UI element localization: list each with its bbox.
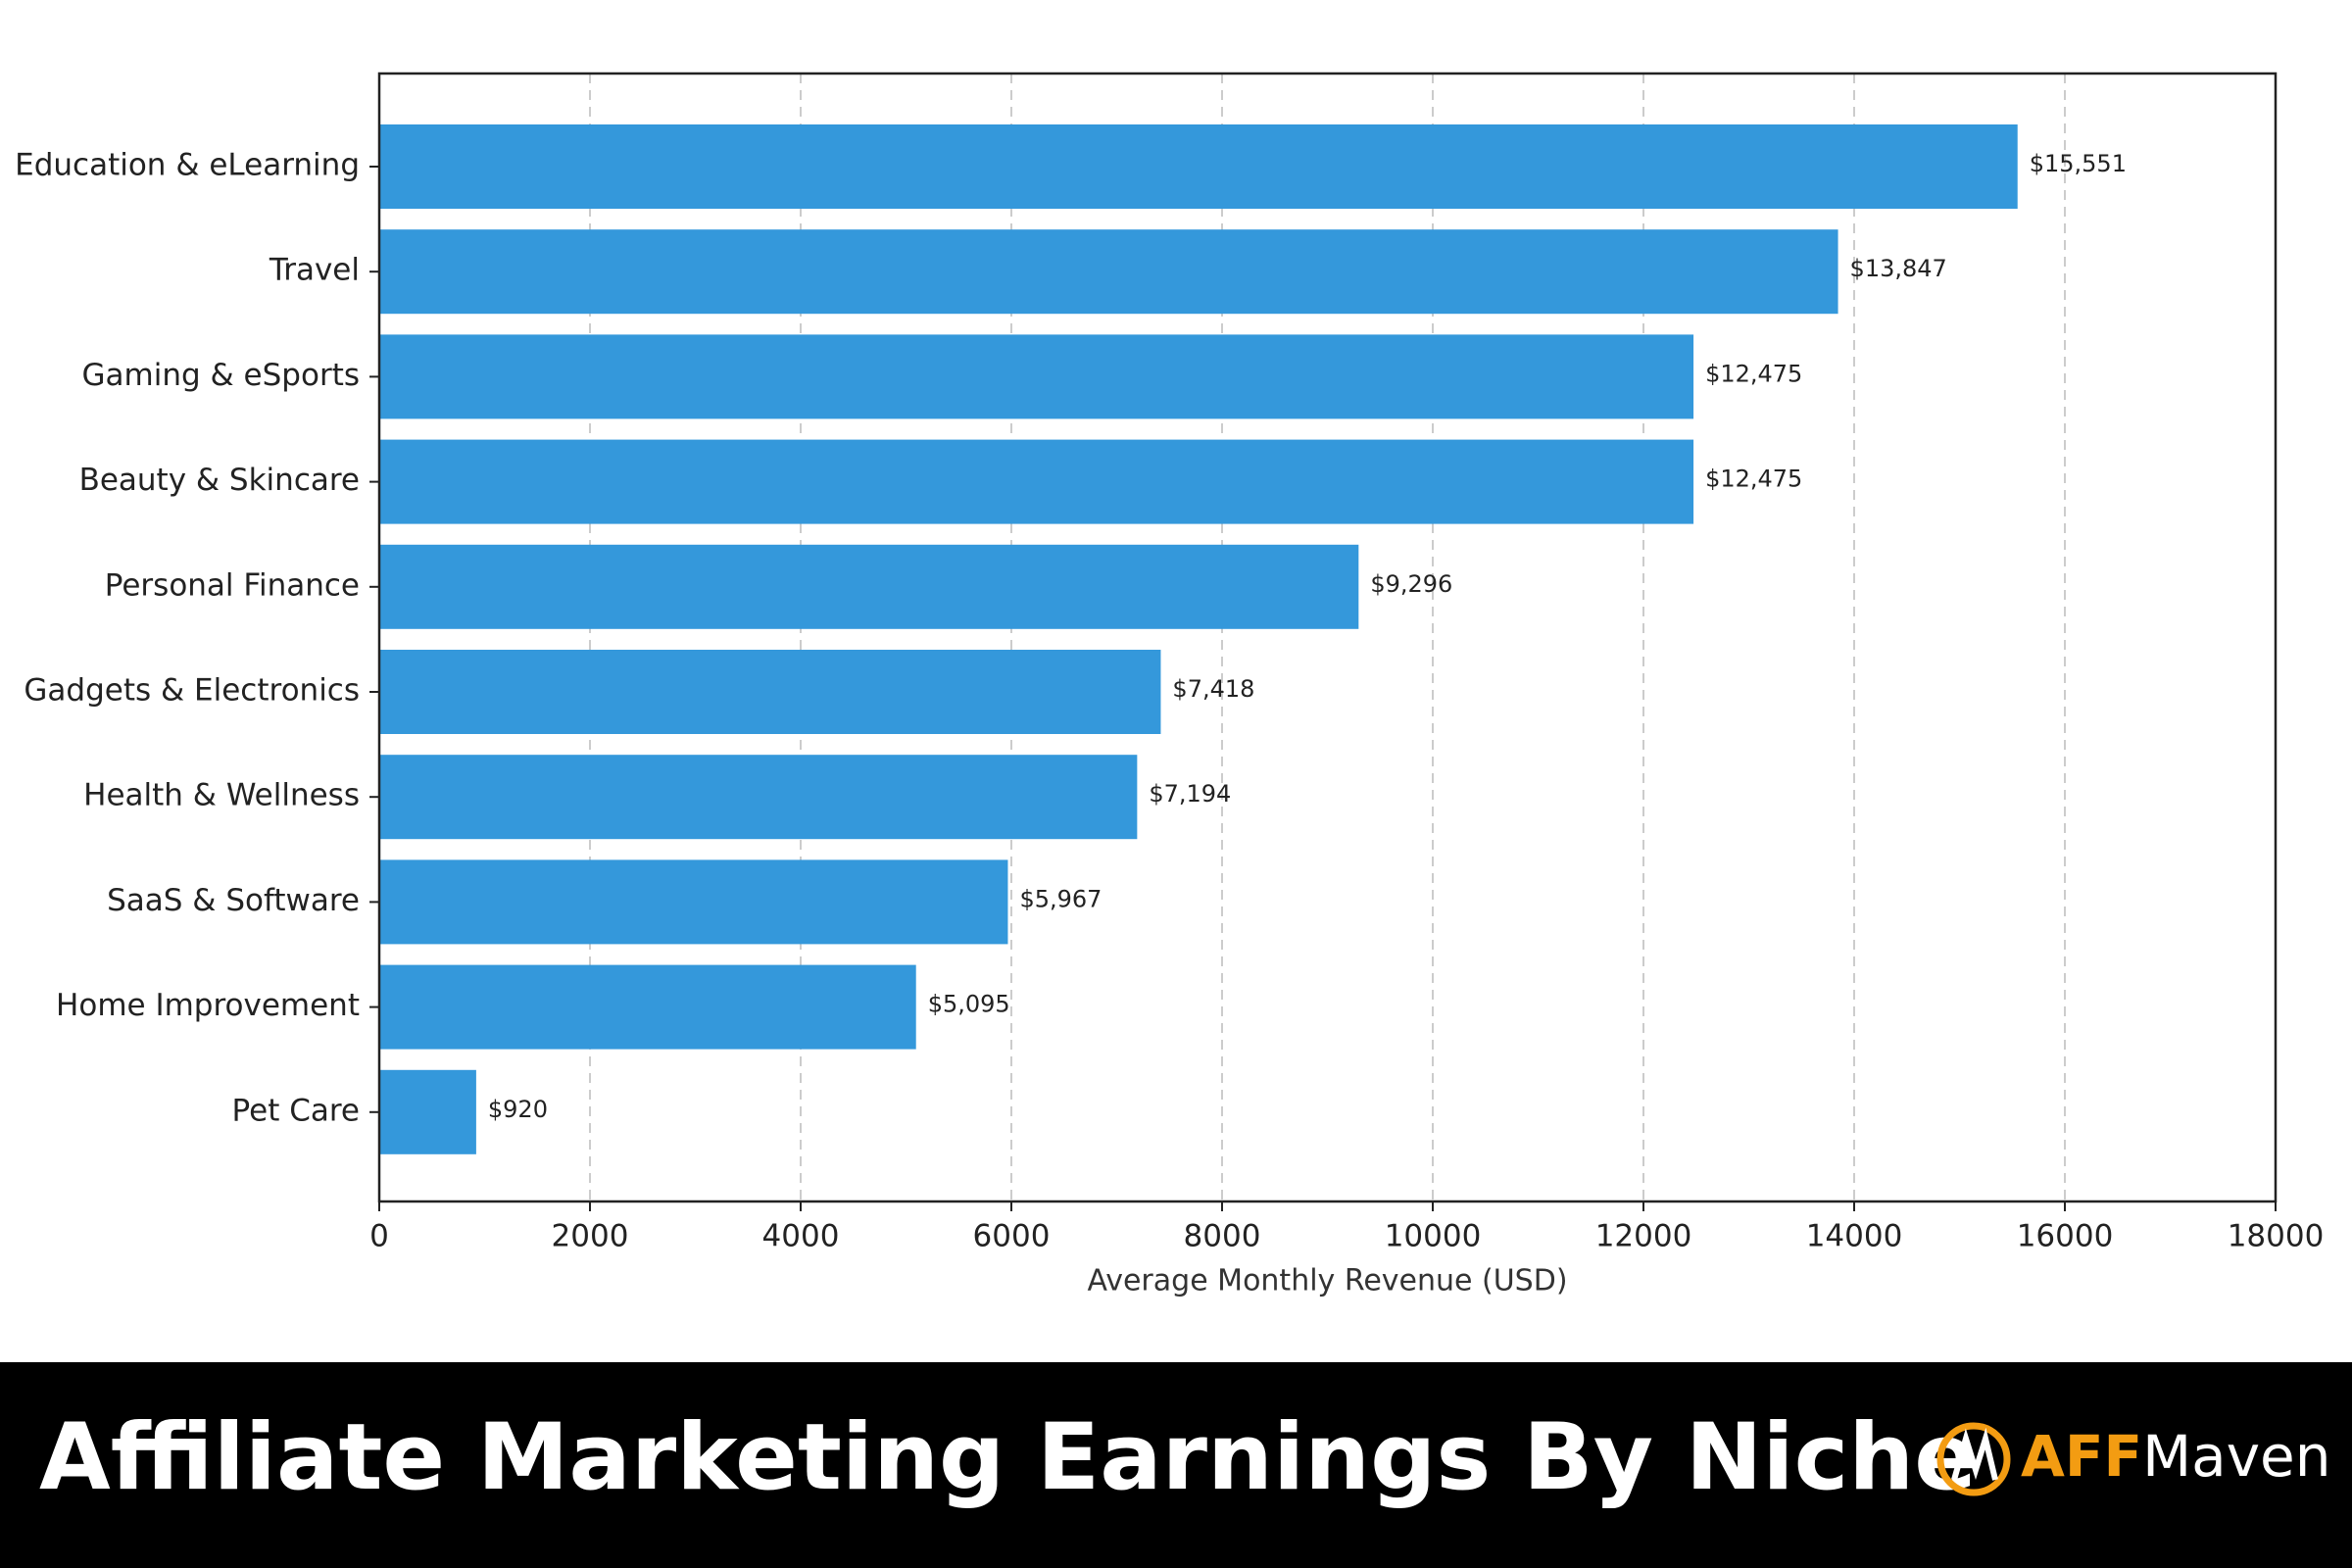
value-label: $13,847 [1850, 255, 1947, 282]
value-label: $7,418 [1172, 675, 1254, 703]
bar [379, 229, 1838, 315]
y-tick-label: Home Improvement [56, 988, 360, 1023]
value-label: $7,194 [1149, 780, 1231, 808]
logo-mark [1951, 1427, 1998, 1481]
bar [379, 650, 1161, 734]
bar [379, 1069, 476, 1154]
plot-frame [377, 72, 2278, 1203]
bar [379, 755, 1138, 840]
value-label: $15,551 [2030, 150, 2127, 177]
x-tick-label: 2000 [552, 1219, 629, 1254]
value-label: $5,095 [928, 991, 1010, 1018]
bar [379, 859, 1008, 945]
x-tick-label: 18000 [2228, 1219, 2325, 1254]
y-tick-label: Personal Finance [105, 567, 360, 603]
plot: 0 2000 4000 6000 8000 10000 12000 14000 16000 180… [15, 74, 2324, 1298]
x-axis-label: Average Monthly Revenue (USD) [1087, 1264, 1567, 1298]
x-tick-label: 8000 [1184, 1219, 1261, 1254]
chart-title: Affiliate Marketing Earnings By Niche [39, 1404, 1977, 1511]
y-tick-label: Health & Wellness [83, 778, 360, 813]
y-tick-label: Travel [269, 253, 360, 288]
y-tick-label: Gaming & eSports [82, 358, 360, 393]
bar [379, 544, 1359, 629]
value-label: $9,296 [1370, 570, 1452, 598]
y-tick-label: Beauty & Skincare [79, 463, 360, 498]
x-tick-label: 0 [369, 1219, 389, 1254]
bar [379, 334, 1694, 419]
logo-ring [1936, 1422, 2011, 1496]
x-tick-label: 6000 [973, 1219, 1051, 1254]
value-label: $12,475 [1705, 466, 1802, 493]
x-tick-label: 16000 [2017, 1219, 2114, 1254]
value-label: $920 [488, 1096, 548, 1123]
y-tick-label: Pet Care [232, 1093, 360, 1128]
brand-text: AFFMaven [2021, 1423, 2331, 1490]
value-label: $5,967 [1019, 885, 1102, 912]
bar [379, 439, 1694, 524]
brand-prefix: AFF [2021, 1423, 2142, 1490]
bar [379, 124, 2018, 209]
x-tick-label: 14000 [1806, 1219, 1903, 1254]
y-tick-label: SaaS & Software [107, 883, 360, 918]
brand-name: Maven [2142, 1423, 2330, 1490]
x-tick-label: 10000 [1385, 1219, 1482, 1254]
bar [379, 964, 916, 1050]
y-tick-label: Gadgets & Electronics [24, 673, 360, 709]
x-tick-label: 4000 [762, 1219, 840, 1254]
brand-logo: AFFMaven [1936, 1422, 2331, 1496]
y-tick-label: Education & eLearning [15, 148, 360, 183]
value-label: $12,475 [1705, 360, 1802, 387]
x-tick-label: 12000 [1595, 1219, 1692, 1254]
